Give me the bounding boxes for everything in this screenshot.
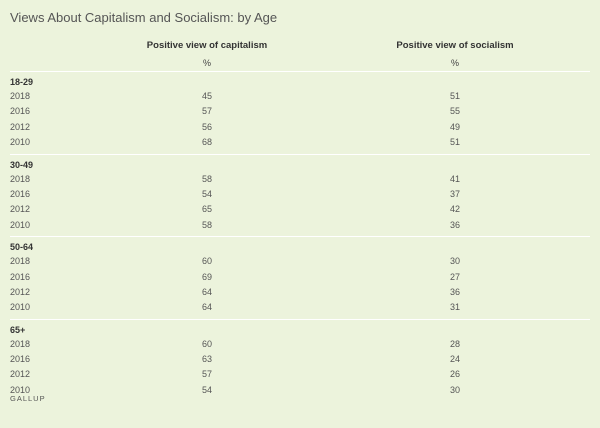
year-cell: 2018 [10,91,31,101]
group-label: 30-49 [10,159,34,170]
column-header-socialism: Positive view of socialism [396,40,514,51]
capitalism-value: 63 [201,354,213,365]
age-group: 18-29 2018 45 51 2016 57 55 2012 56 49 2010 68 51 [10,71,590,154]
socialism-value: 27 [449,271,461,282]
age-group: 30-49 2018 58 41 2016 54 37 2012 65 42 2010 58 36 [10,153,590,237]
table-row: 2016 57 55 [10,104,590,119]
year-cell: 2018 [10,338,31,349]
table-row: 2016 69 27 [10,270,590,285]
capitalism-value: 64 [201,302,213,313]
year-cell: 2016 [10,106,31,117]
year-cell: 2012 [10,204,31,215]
year-cell: 2010 [10,219,31,230]
socialism-value: 24 [449,354,461,365]
table-row: 2016 54 37 [10,187,590,202]
socialism-value: 30 [449,384,461,395]
socialism-value: 36 [449,219,461,230]
table-row: 2012 56 49 [10,120,590,135]
table-row: 2010 64 31 [10,300,590,315]
socialism-value: 41 [449,173,461,184]
data-table: 18-29 2018 45 51 2016 57 55 2012 56 49 2010 68 51 30-… [10,71,590,401]
group-label: 50-64 [10,242,34,253]
socialism-value: 36 [449,286,461,297]
socialism-value: 31 [449,302,461,313]
year-cell: 2010 [10,302,31,313]
socialism-value: 49 [449,121,461,132]
capitalism-value: 68 [201,137,213,148]
socialism-value: 26 [449,369,461,380]
year-cell: 2018 [10,173,31,184]
table-row: 2016 63 24 [10,352,590,367]
age-group: 65+ 2018 60 28 2016 63 24 2012 57 26 2010 54 30 [10,318,590,402]
table-row: 2018 60 30 [10,254,590,269]
year-cell: 2010 [10,384,31,395]
table-row: 2012 57 26 [10,367,590,382]
year-cell: 2016 [10,188,31,199]
table-row: 2012 64 36 [10,285,590,300]
table-row: 2018 60 28 [10,337,590,352]
capitalism-value: 57 [201,106,213,117]
column-unit-socialism: % [450,58,460,68]
source-label: GALLUP [10,394,46,403]
capitalism-value: 64 [201,286,213,297]
capitalism-value: 60 [201,256,213,267]
capitalism-value: 60 [201,338,213,349]
year-cell: 2016 [10,354,31,365]
age-group: 50-64 2018 60 30 2016 69 27 2012 64 36 2010 64 31 [10,236,590,319]
socialism-value: 51 [449,137,461,148]
capitalism-value: 58 [201,219,213,230]
socialism-value: 30 [449,256,461,267]
year-cell: 2012 [10,121,31,132]
group-label: 18-29 [10,77,34,87]
column-header-capitalism: Positive view of capitalism [146,40,268,51]
year-cell: 2012 [10,286,31,297]
socialism-value: 55 [449,106,461,117]
capitalism-value: 65 [201,204,213,215]
socialism-value: 42 [449,204,461,215]
capitalism-value: 56 [201,121,213,132]
capitalism-value: 69 [201,271,213,282]
group-label: 65+ [10,324,26,335]
capitalism-value: 54 [201,384,213,395]
table-row: 2010 68 51 [10,135,590,150]
table-row: 2018 45 51 [10,89,590,104]
column-unit-capitalism: % [202,58,212,68]
capitalism-value: 58 [201,173,213,184]
socialism-value: 28 [449,338,461,349]
table-row: 2010 54 30 [10,383,590,398]
table-row: 2010 58 36 [10,218,590,233]
year-cell: 2018 [10,256,31,267]
table-row: 2018 58 41 [10,172,590,187]
socialism-value: 51 [449,91,461,101]
year-cell: 2012 [10,369,31,380]
capitalism-value: 45 [201,91,213,101]
chart-title: Views About Capitalism and Socialism: by… [10,10,278,25]
socialism-value: 37 [449,188,461,199]
table-row: 2012 65 42 [10,202,590,217]
year-cell: 2016 [10,271,31,282]
capitalism-value: 54 [201,188,213,199]
capitalism-value: 57 [201,369,213,380]
year-cell: 2010 [10,137,31,148]
